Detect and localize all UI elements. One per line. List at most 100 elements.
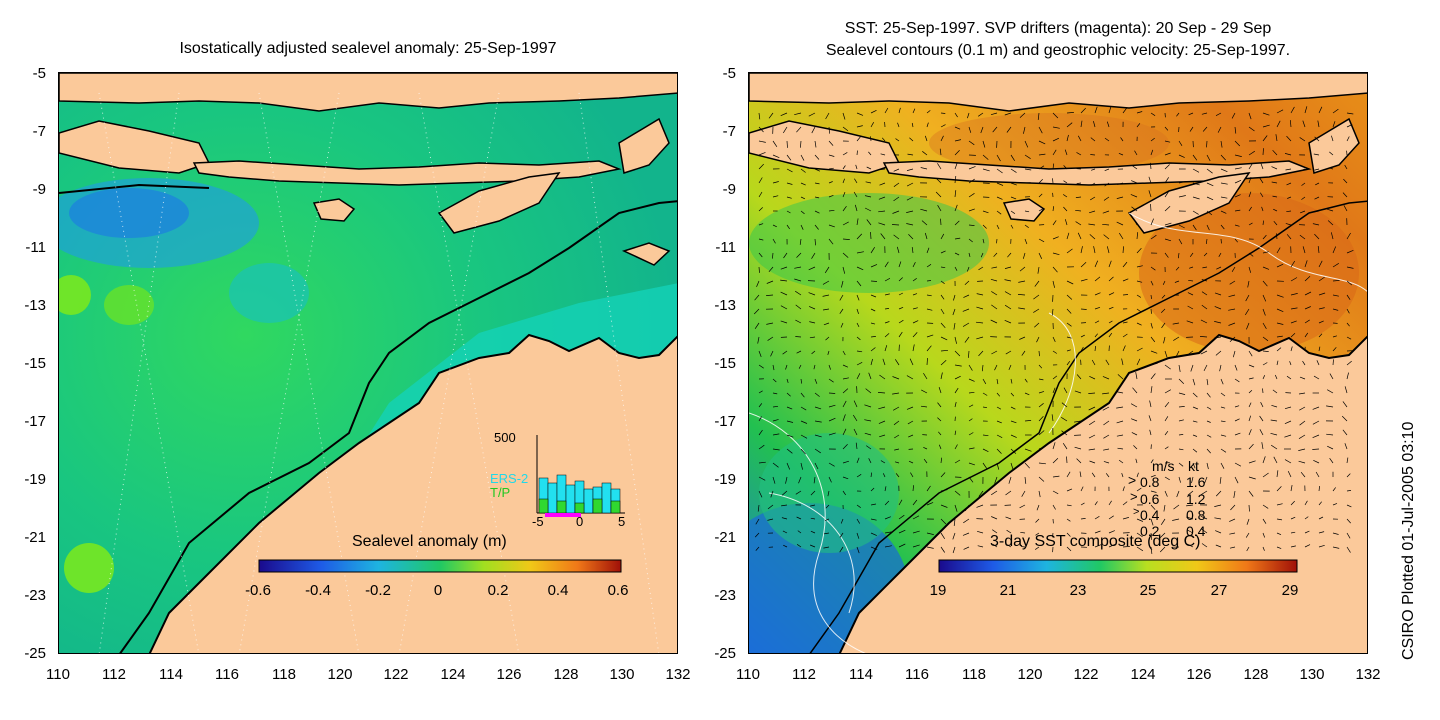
velocity-arrow (879, 374, 886, 380)
velocity-arrow (880, 460, 886, 464)
velocity-arrow (952, 546, 956, 554)
velocity-arrow (1038, 391, 1045, 394)
velocity-arrow (1261, 206, 1264, 212)
velocity-arrow (938, 386, 942, 394)
velocity-arrow (782, 350, 788, 355)
velocity-arrow (870, 472, 873, 478)
velocity-arrow (1052, 206, 1055, 212)
velocity-arrow (1299, 137, 1306, 142)
velocity-arrow (786, 182, 793, 185)
velocity-arrow (870, 280, 878, 282)
velocity-arrow (1332, 280, 1340, 282)
velocity-arrow (827, 490, 830, 497)
velocity-arrow (1286, 210, 1292, 213)
velocity-arrow (1312, 448, 1320, 450)
velocity-arrow (1318, 260, 1323, 268)
velocity-arrow (962, 308, 970, 312)
velocity-arrow (1276, 360, 1279, 366)
velocity-arrow (1260, 402, 1264, 408)
velocity-arrow (856, 136, 861, 142)
sealevel-anomaly-map[interactable] (58, 72, 678, 654)
velocity-arrow (794, 278, 802, 282)
velocity-arrow (1259, 415, 1264, 422)
velocity-arrow (1199, 336, 1208, 338)
velocity-arrow (842, 490, 846, 496)
velocity-arrow (1290, 545, 1296, 548)
velocity-arrow (1164, 401, 1170, 408)
velocity-arrow (954, 350, 961, 357)
velocity-arrow (1164, 152, 1171, 156)
velocity-arrow (1130, 418, 1138, 422)
velocity-arrow (795, 319, 802, 324)
velocity-arrow (990, 319, 998, 324)
inset-x-tick: 5 (618, 514, 626, 529)
velocity-arrow (940, 472, 946, 478)
velocity-arrow (839, 532, 844, 538)
velocity-arrow (1220, 210, 1227, 214)
velocity-arrow (1164, 238, 1172, 242)
velocity-arrow (982, 406, 988, 409)
velocity-arrow (996, 168, 1003, 174)
velocity-arrow (968, 350, 970, 358)
velocity-arrow (814, 168, 821, 172)
velocity-arrow (1318, 531, 1325, 534)
velocity-arrow (1304, 332, 1309, 338)
velocity-arrow (770, 350, 774, 357)
velocity-arrow (1036, 336, 1040, 343)
velocity-arrow (1314, 136, 1320, 142)
velocity-arrow (1175, 350, 1180, 358)
velocity-arrow (906, 182, 914, 187)
velocity-arrow (940, 322, 946, 329)
velocity-arrow (842, 350, 846, 356)
velocity-arrow (1064, 219, 1068, 226)
velocity-arrow (926, 532, 934, 535)
velocity-arrow (870, 308, 876, 312)
velocity-arrow (992, 543, 998, 548)
velocity-arrow (1187, 543, 1194, 548)
velocity-arrow (1038, 252, 1043, 259)
sst-map[interactable] (748, 72, 1368, 654)
velocity-arrow (767, 504, 774, 510)
velocity-arrow (940, 308, 945, 315)
velocity-arrow (965, 504, 970, 512)
velocity-arrow (1248, 150, 1255, 156)
velocity-arrow (978, 490, 984, 497)
velocity-arrow (940, 250, 946, 254)
velocity-arrow (1063, 206, 1068, 212)
velocity-arrow (1172, 322, 1180, 325)
velocity-arrow (856, 350, 863, 353)
velocity-arrow (1203, 364, 1208, 372)
right-colorbar-label: 3-day SST composite (deg C) (990, 533, 1201, 550)
velocity-arrow (1192, 378, 1196, 386)
velocity-arrow (1173, 504, 1180, 510)
velocity-arrow (1117, 182, 1124, 185)
velocity-arrow (1164, 177, 1169, 184)
velocity-arrow (912, 332, 918, 338)
velocity-arrow (1076, 458, 1082, 464)
velocity-arrow (1206, 378, 1209, 386)
velocity-arrow (1332, 308, 1339, 311)
velocity-arrow (1312, 420, 1320, 425)
velocity-arrow (940, 546, 945, 553)
velocity-arrow (1136, 472, 1139, 478)
velocity-arrow (1061, 430, 1068, 436)
velocity-arrow (1304, 500, 1308, 506)
velocity-arrow (842, 152, 848, 156)
velocity-arrow (1024, 392, 1030, 396)
velocity-arrow (937, 163, 942, 170)
velocity-arrow (1136, 123, 1141, 128)
velocity-arrow (842, 178, 845, 184)
velocity-arrow (1063, 165, 1068, 170)
velocity-arrow (991, 490, 998, 496)
velocity-arrow (1122, 546, 1130, 548)
velocity-arrow (1318, 485, 1320, 492)
velocity-arrow (1228, 294, 1236, 298)
right-y-tick: -25 (714, 645, 736, 662)
velocity-arrow (1076, 152, 1082, 156)
velocity-arrow (1004, 266, 1012, 269)
velocity-arrow (800, 210, 805, 215)
velocity-arrow (1220, 392, 1226, 397)
velocity-arrow (1234, 209, 1241, 212)
velocity-arrow (967, 112, 970, 119)
velocity-arrow (1150, 266, 1156, 271)
